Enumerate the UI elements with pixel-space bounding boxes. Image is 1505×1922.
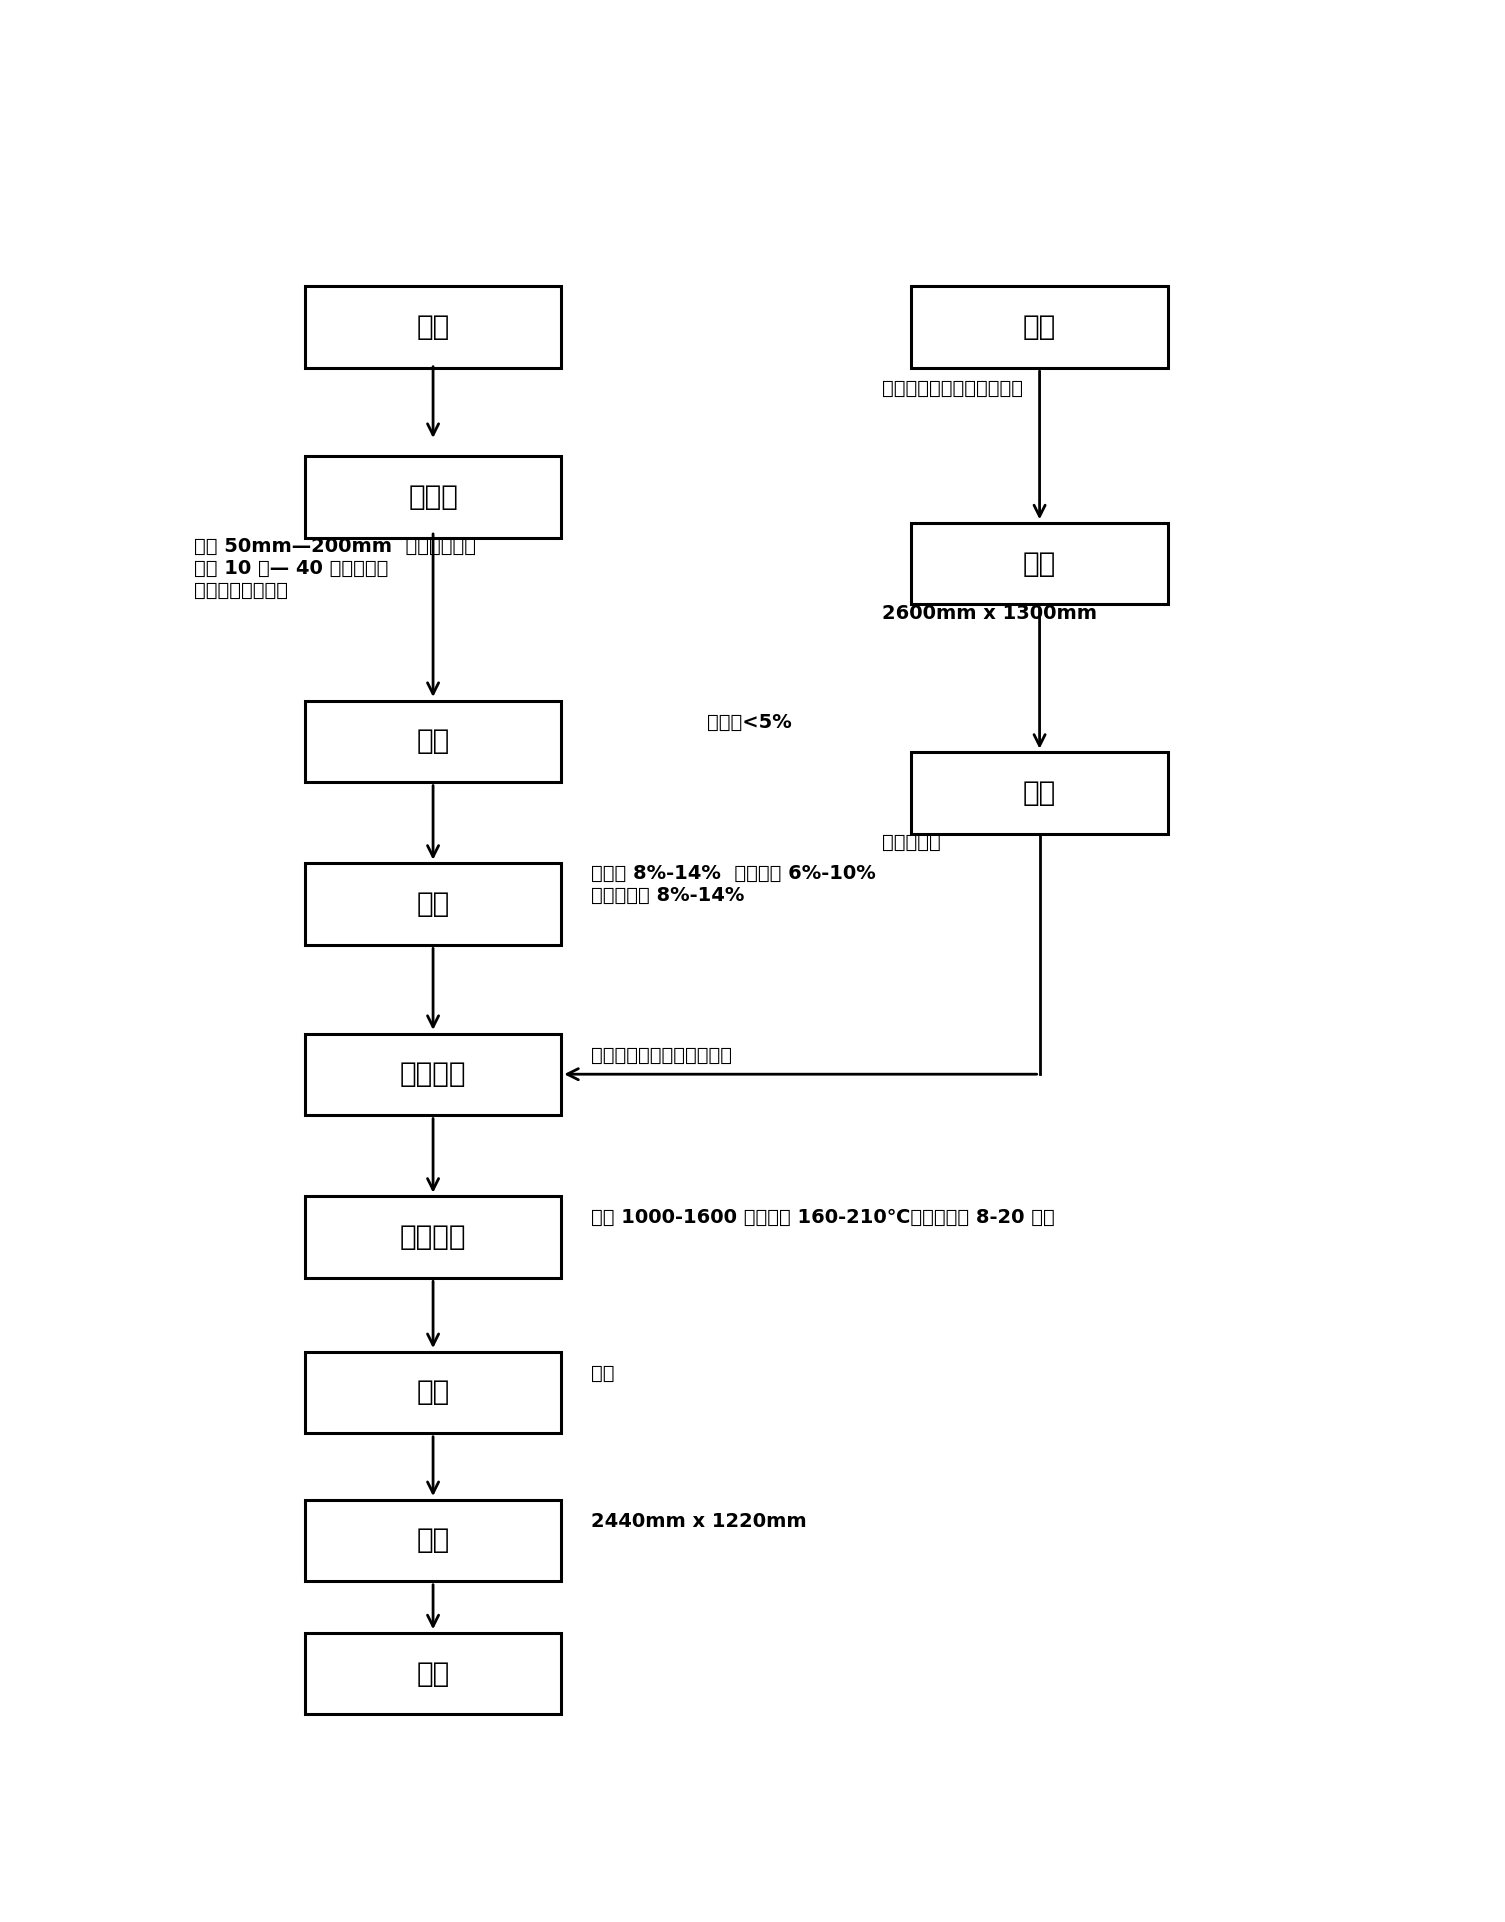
FancyBboxPatch shape [304,1634,561,1714]
FancyBboxPatch shape [304,700,561,782]
FancyBboxPatch shape [304,863,561,946]
Text: 2440mm x 1220mm: 2440mm x 1220mm [590,1511,807,1530]
Text: 刷胶: 刷胶 [1023,778,1057,807]
Text: 成品: 成品 [417,1659,450,1688]
FancyBboxPatch shape [912,752,1168,834]
Text: 加热加压: 加热加压 [400,1222,467,1251]
FancyBboxPatch shape [912,286,1168,367]
FancyBboxPatch shape [304,456,561,538]
Text: 辊胶，喷胶: 辊胶，喷胶 [882,832,941,851]
Text: 组坯铺装: 组坯铺装 [400,1061,467,1088]
FancyBboxPatch shape [304,286,561,367]
Text: 压力 1000-1600 吨，温度 160-210℃，热压时间 8-20 分钟: 压力 1000-1600 吨，温度 160-210℃，热压时间 8-20 分钟 [590,1209,1055,1228]
Text: 常温: 常温 [590,1363,614,1382]
Text: 脲醛胶 8%-14%  ，酚醛胶 6%-10%
改性脲醛胶 8%-14%: 脲醛胶 8%-14% ，酚醛胶 6%-10% 改性脲醛胶 8%-14% [590,865,876,905]
Text: 脱水: 脱水 [417,727,450,755]
Text: 冷却: 冷却 [417,1378,450,1407]
Text: 预处理: 预处理 [408,482,458,511]
Text: 木面皮，牛皮纸，石膏板纸: 木面皮，牛皮纸，石膏板纸 [882,379,1023,398]
Text: 剪裁: 剪裁 [1023,550,1057,579]
FancyBboxPatch shape [304,1195,561,1278]
Text: 含水量<5%: 含水量<5% [707,713,792,732]
Text: 面层: 面层 [1023,313,1057,340]
Text: 切边: 切边 [417,1526,450,1555]
Text: 切断 50mm—200mm  长度不一杆段
粉碎 10 目— 40 目过筛碎料
杆段在碱液中浸泡: 切断 50mm—200mm 长度不一杆段 粉碎 10 目— 40 目过筛碎料 杆… [194,536,476,600]
FancyBboxPatch shape [912,523,1168,604]
Text: 2600mm x 1300mm: 2600mm x 1300mm [882,604,1097,623]
Text: 施胶: 施胶 [417,890,450,919]
FancyBboxPatch shape [304,1351,561,1434]
FancyBboxPatch shape [304,1499,561,1582]
Text: 原料: 原料 [417,313,450,340]
FancyBboxPatch shape [304,1034,561,1115]
Text: 面层，碎料，杆片，面层。: 面层，碎料，杆片，面层。 [590,1046,731,1065]
